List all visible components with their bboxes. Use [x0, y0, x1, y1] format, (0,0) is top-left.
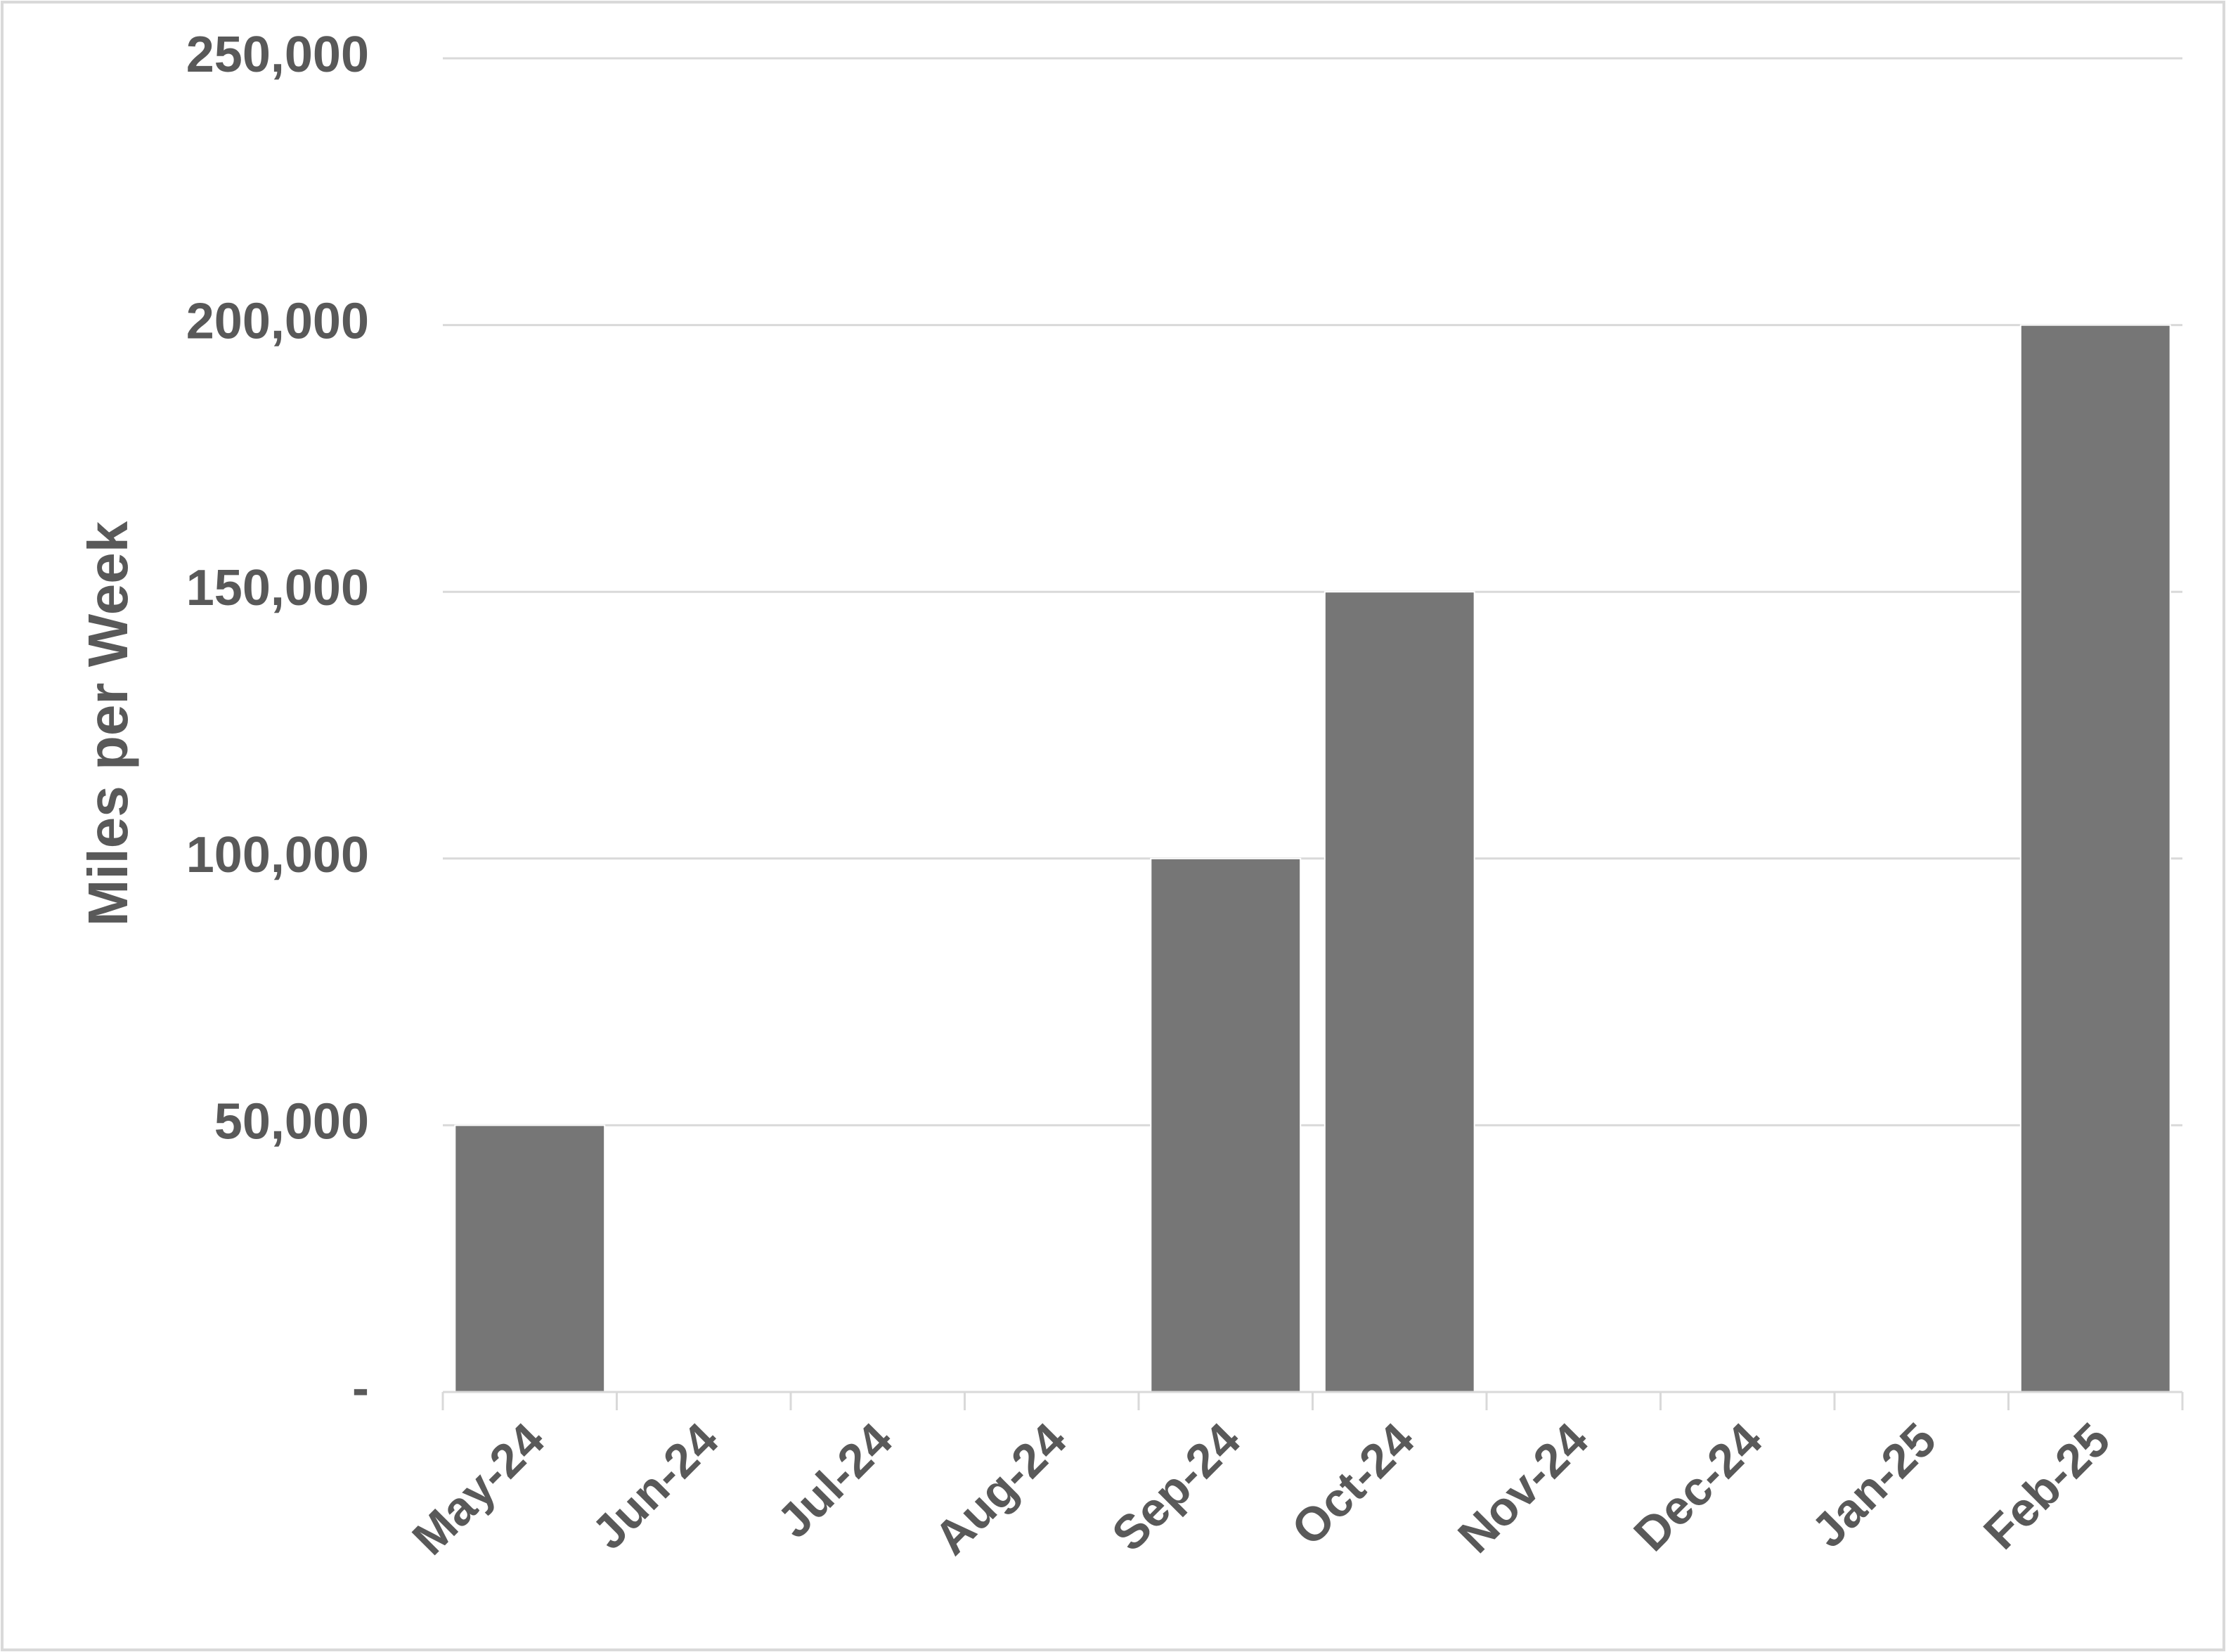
bar [2019, 324, 2171, 1393]
y-tick-label: 250,000 [186, 27, 369, 83]
bar [1150, 857, 1302, 1393]
y-tick-label: 150,000 [186, 560, 369, 616]
y-tick-label: 200,000 [186, 294, 369, 350]
bar [1324, 591, 1475, 1393]
y-axis-title: Miles per Week [77, 521, 139, 926]
y-tick-label: 100,000 [186, 827, 369, 883]
y-tick-label: - [352, 1360, 369, 1417]
y-tick-label: 50,000 [214, 1093, 369, 1150]
bar [454, 1124, 606, 1393]
